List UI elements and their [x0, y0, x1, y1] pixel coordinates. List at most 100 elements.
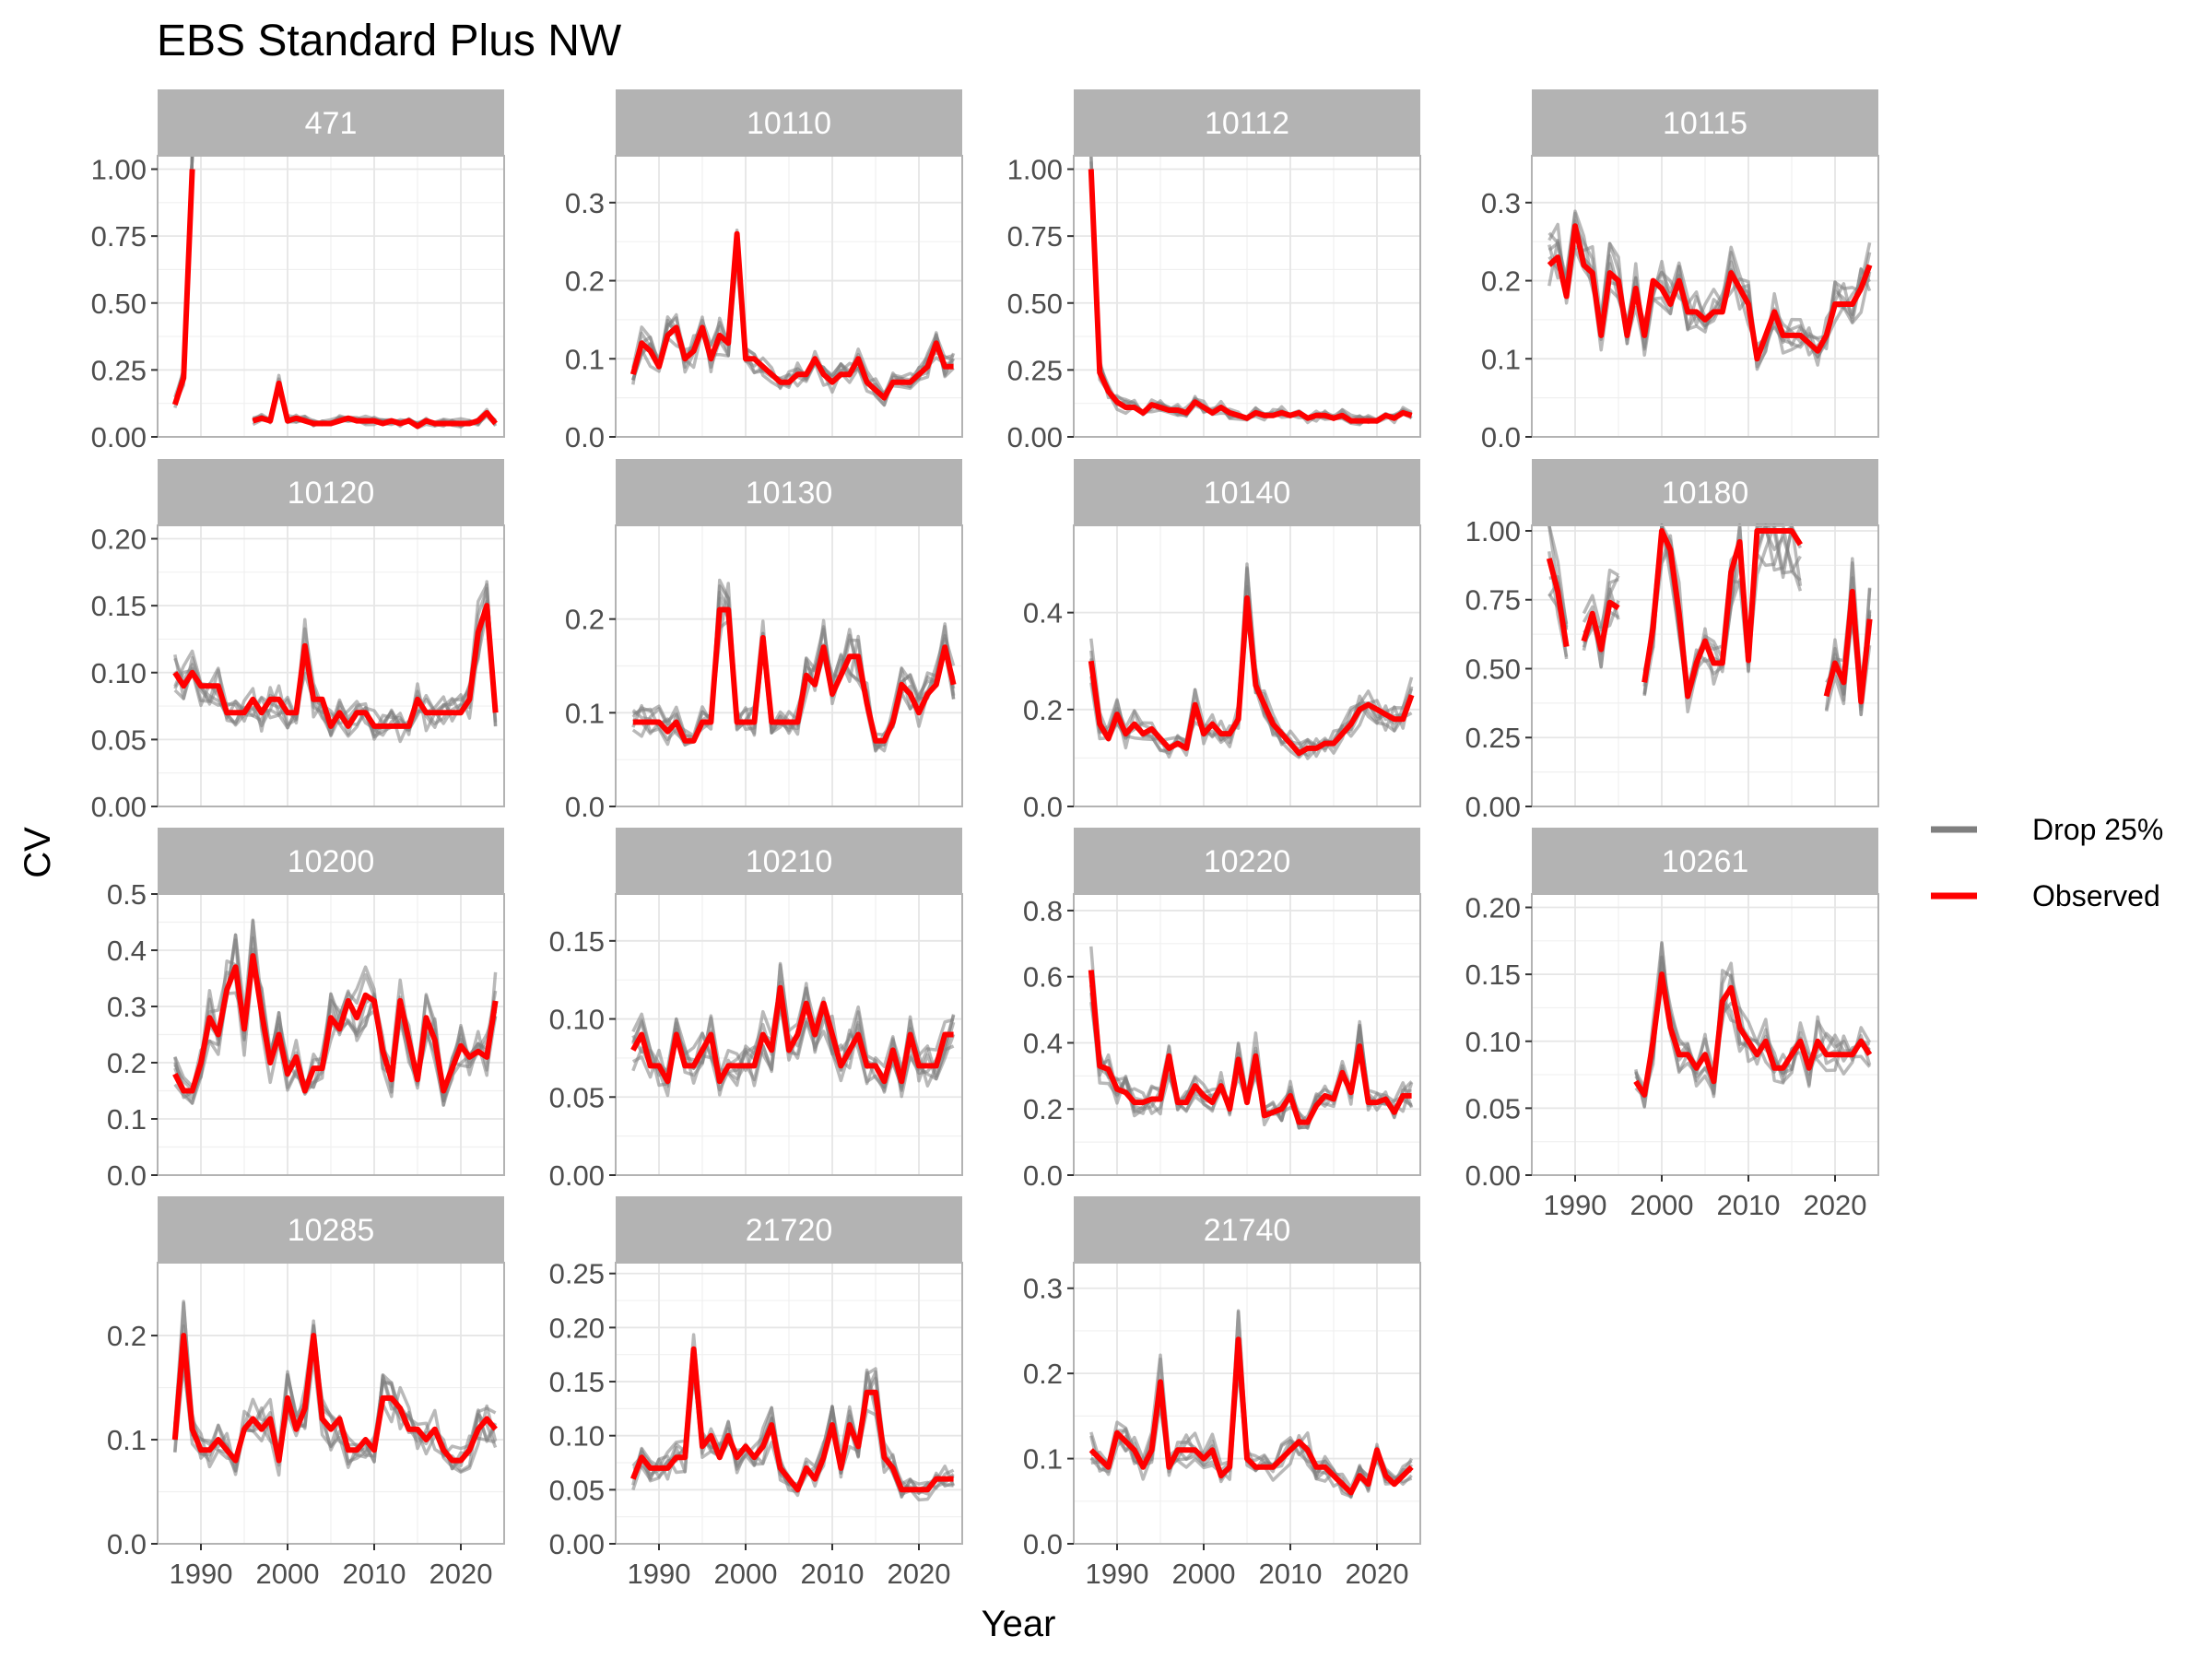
observed-series-line	[1641, 528, 1803, 700]
facet-panel-10120: 10120 0.00 0.05 0.10 0.15 0.20	[91, 459, 505, 823]
facet-panel-10112: 10112 0.00 0.25 0.50 0.75 1.00	[1007, 89, 1421, 453]
facet-panel-10220: 10220 0.0 0.2 0.4 0.6 0.8	[1023, 828, 1421, 1192]
y-tick-label: 0.75	[1007, 220, 1063, 253]
y-tick-label: 0.1	[1023, 1443, 1063, 1476]
y-tick-label: 0.05	[1465, 1092, 1521, 1124]
chart-title: EBS Standard Plus NW	[157, 17, 622, 65]
panel-border	[615, 155, 963, 438]
observed-series-line	[1823, 588, 1873, 705]
y-tick-label: 0.0	[1481, 421, 1521, 453]
facet-strip-label: 10130	[746, 476, 833, 511]
y-tick-label: 0.0	[1023, 1528, 1063, 1560]
facet-strip	[1532, 828, 1878, 894]
facet-panel-10140: 10140 0.0 0.2 0.4	[1023, 459, 1421, 823]
facet-strip-label: 10261	[1662, 844, 1749, 879]
facet-strip	[158, 459, 504, 525]
panel-border	[1531, 524, 1879, 807]
legend-label-observed: Observed	[2032, 879, 2160, 912]
y-tick-label: 0.25	[91, 354, 147, 386]
facet-strip	[158, 89, 504, 156]
y-tick-label: 0.1	[107, 1103, 147, 1135]
x-tick-label: 1990	[1086, 1558, 1149, 1590]
y-tick-label: 0.0	[565, 791, 605, 823]
y-tick-label: 0.10	[91, 657, 147, 689]
x-tick-label: 2010	[1717, 1189, 1781, 1221]
y-tick-label: 0.50	[1465, 653, 1521, 685]
y-tick-label: 0.2	[565, 265, 605, 298]
panel-border	[157, 524, 505, 807]
facet-strip-label: 10285	[288, 1213, 375, 1248]
x-tick-label: 1990	[170, 1558, 233, 1590]
facet-strip-label: 10115	[1663, 106, 1747, 141]
y-tick-label: 0.00	[549, 1528, 605, 1560]
facet-strip-label: 21720	[746, 1213, 833, 1248]
y-tick-label: 0.00	[91, 791, 147, 823]
facet-strip	[1074, 1196, 1420, 1263]
observed-series-line	[1547, 223, 1873, 362]
y-tick-label: 0.00	[91, 421, 147, 453]
y-tick-label: 0.20	[91, 524, 147, 556]
y-tick-label: 0.10	[1465, 1026, 1521, 1058]
y-tick-label: 0.2	[1481, 265, 1521, 298]
legend-label-drop-25: Drop 25%	[2032, 813, 2163, 846]
y-tick-label: 0.10	[549, 1004, 605, 1036]
x-tick-label: 1990	[1544, 1189, 1607, 1221]
observed-series-line	[1088, 169, 1413, 424]
panel-border	[615, 1262, 963, 1545]
panel-border	[615, 524, 963, 807]
y-tick-label: 0.00	[1465, 1159, 1521, 1192]
y-tick-label: 0.0	[107, 1159, 147, 1192]
facet-strip	[1074, 89, 1420, 156]
y-tick-label: 0.0	[1023, 791, 1063, 823]
drop-25-series-line	[1642, 524, 1802, 695]
facet-strip-label: 10140	[1204, 476, 1291, 511]
observed-series-line	[171, 169, 195, 406]
y-tick-label: 0.1	[1481, 343, 1521, 375]
observed-series-line	[1581, 599, 1620, 653]
y-tick-label: 1.00	[1465, 515, 1521, 547]
drop-25-series-line	[173, 1324, 497, 1473]
x-tick-label: 2010	[801, 1558, 865, 1590]
panel-border	[1073, 893, 1421, 1176]
panel-border	[157, 1262, 505, 1545]
x-tick-label: 2020	[1804, 1189, 1867, 1221]
facet-panel-10130: 10130 0.0 0.1 0.2	[565, 459, 963, 823]
y-tick-label: 0.15	[1465, 959, 1521, 991]
y-tick-label: 0.75	[1465, 584, 1521, 617]
y-tick-label: 0.3	[1481, 187, 1521, 219]
x-tick-label: 2000	[256, 1558, 320, 1590]
facet-strip-label: 10110	[747, 106, 831, 141]
y-tick-label: 0.1	[565, 697, 605, 729]
observed-series-line	[172, 953, 499, 1094]
facet-panel-10285: 10285 0.0 0.1 0.2 1990 2000 2010 2020	[107, 1196, 505, 1590]
facet-panel-10210: 10210 0.00 0.05 0.10 0.15	[549, 828, 963, 1192]
facet-panel-21740: 21740 0.0 0.1 0.2 0.3 1990 2000 2010 2020	[1023, 1196, 1421, 1590]
y-tick-label: 1.00	[1007, 154, 1063, 186]
panel-border	[1073, 524, 1421, 807]
drop-25-series-line	[631, 578, 956, 747]
y-tick-label: 0.10	[549, 1420, 605, 1453]
y-tick-label: 0.0	[1023, 1159, 1063, 1192]
x-tick-label: 2010	[1259, 1558, 1323, 1590]
facet-strip-label: 10180	[1662, 476, 1749, 511]
y-tick-label: 0.4	[107, 935, 147, 967]
observed-series-line	[630, 984, 954, 1085]
y-tick-label: 0.50	[1007, 288, 1063, 320]
drop-25-series-line	[1089, 1309, 1413, 1500]
y-tick-label: 0.15	[91, 590, 147, 622]
facet-strip-label: 10112	[1205, 106, 1289, 141]
y-tick-label: 0.8	[1023, 895, 1063, 927]
y-tick-label: 0.3	[107, 991, 147, 1023]
drop-25-series-line	[1547, 524, 1569, 628]
y-tick-label: 0.25	[1465, 722, 1521, 754]
y-tick-label: 0.00	[1465, 791, 1521, 823]
drop-25-series-line	[1582, 594, 1620, 631]
facet-panel-10180: 10180 0.00 0.25 0.50 0.75 1.00	[1465, 459, 1879, 823]
x-axis-title: Year	[982, 1604, 1056, 1644]
y-tick-label: 0.05	[549, 1474, 605, 1506]
y-tick-label: 0.25	[549, 1258, 605, 1290]
facet-panel-471: 471 0.00 0.25 0.50 0.75 1.00	[91, 89, 505, 453]
x-tick-label: 2020	[888, 1558, 951, 1590]
facet-panel-21720: 21720 0.00 0.05 0.10 0.15 0.20 0.25 1990 2000 201…	[549, 1196, 963, 1590]
facet-strip	[616, 828, 962, 894]
